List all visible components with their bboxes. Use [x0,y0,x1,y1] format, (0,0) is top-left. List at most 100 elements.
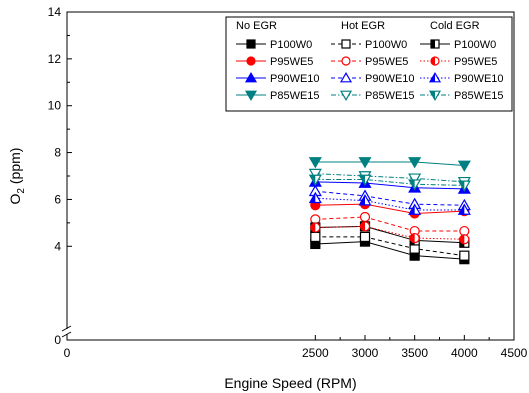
legend-marker-cold-egr-p90we10 [428,72,442,83]
marker-shape [244,72,258,83]
data-point-cold-egr-p85we15 [457,180,471,192]
x-axis-label: Engine Speed (RPM) [224,375,356,391]
legend-marker-hot-egr-p85we15 [339,90,353,101]
y-tick-label: 6 [54,192,61,206]
marker-shape [308,157,322,169]
y-axis-label-subscript: 2 [16,188,27,194]
data-point-hot-egr-p100w0 [459,250,470,261]
data-point-cold-egr-p85we15 [358,174,372,186]
legend-group-title: Hot EGR [341,20,385,32]
data-point-cold-egr-p85we15 [408,179,422,191]
legend-label-hot-egr-p90we10: P90WE10 [365,73,415,85]
x-tick-label: 3500 [401,346,428,360]
marker-shape [359,231,371,243]
legend-marker-no-egr-p85we15 [244,90,258,101]
marker-half-fill [409,179,415,190]
axis-break-gap [63,329,71,334]
legend-marker-cold-egr-p95we5 [430,56,440,66]
marker-shape [246,39,256,49]
legend-label-cold-egr-p95we5: P95WE5 [454,56,497,68]
y-tick-label: 4 [54,239,61,253]
marker-shape [359,211,371,223]
data-point-cold-egr-p90we10 [457,203,471,215]
y-axis-label: O2 (ppm) [7,148,27,205]
legend-label-no-egr-p100w0: P100W0 [270,39,312,51]
axis-break-mark [61,331,72,338]
legend-marker-hot-egr-p100w0 [341,39,351,49]
legend-label-hot-egr-p95we5: P95WE5 [365,56,408,68]
legend-marker-cold-egr-p100w0 [430,39,440,49]
marker-shape [246,56,256,66]
marker-half-fill [360,221,365,231]
marker-shape [408,173,422,185]
y-tick-label: 8 [54,146,61,160]
marker-shape [244,90,258,101]
marker-half-fill [459,234,465,244]
marker-half-fill [410,233,415,243]
marker-shape [310,231,321,243]
marker-shape [339,90,353,101]
axis-ticks: 0 2500 3000 3500 4000 4500 0 4 6 8 10 12 14 [48,5,528,360]
data-point-cold-egr-p95we5 [409,232,420,244]
series-line-hot-egr-p95we5 [315,216,465,232]
legend-label-cold-egr-p90we10: P90WE10 [454,73,504,85]
marker-half-fill [309,175,316,185]
series-line-no-egr-p85we15 [315,161,465,166]
marker-half-fill [309,192,316,203]
data-point-no-egr-p85we15 [408,157,422,169]
plot-lines [315,161,465,260]
x-tick-label: 2500 [302,346,329,360]
legend-marker-no-egr-p100w0 [246,39,256,49]
y-axis-label-main: O [7,193,23,204]
marker-shape [341,39,351,49]
series-line-cold-egr-p100w0 [315,225,465,244]
y-tick-label: 14 [48,5,62,19]
marker-shape [457,160,471,172]
series-line-hot-egr-p90we10 [315,190,465,206]
legend-label-cold-egr-p85we15: P85WE15 [454,90,504,102]
data-point-cold-egr-p85we15 [308,174,322,186]
legend-label-no-egr-p90we10: P90WE10 [270,73,320,85]
marker-half-fill [359,175,365,185]
data-point-cold-egr-p95we5 [359,221,371,232]
legend-box [225,16,513,112]
data-point-cold-egr-p95we5 [459,234,470,245]
marker-half-fill [431,40,435,48]
data-point-cold-egr-p95we5 [310,222,321,233]
marker-half-fill [359,195,365,205]
marker-shape [308,168,322,181]
marker-shape [339,72,353,83]
data-point-no-egr-p85we15 [358,157,372,169]
legend-group-title: Cold EGR [430,20,480,32]
data-point-no-egr-p85we15 [308,157,322,169]
legend-marker-no-egr-p90we10 [244,72,258,83]
legend-marker-cold-egr-p85we15 [428,90,442,101]
marker-shape [408,157,422,169]
data-point-cold-egr-p90we10 [358,194,372,206]
data-point-hot-egr-p100w0 [310,231,321,243]
x-tick-label: 0 [64,346,71,360]
legend-group-title: No EGR [236,20,277,32]
marker-half-fill [310,223,316,233]
data-point-hot-egr-p85we15 [408,173,422,185]
x-tick-label: 3000 [352,346,379,360]
series-line-hot-egr-p85we15 [315,173,465,183]
marker-shape [341,56,351,66]
legend-label-cold-egr-p100w0: P100W0 [454,39,496,51]
marker-half-fill [430,91,435,100]
legend-label-hot-egr-p85we15: P85WE15 [365,90,415,102]
marker-half-fill [458,204,465,215]
data-point-hot-egr-p85we15 [308,168,322,181]
y-tick-label: 12 [48,52,62,66]
legend-label-hot-egr-p100w0: P100W0 [365,39,407,51]
marker-shape [358,157,372,169]
x-tick-label: 4500 [501,346,528,360]
series-line-cold-egr-p90we10 [315,197,465,211]
y-tick-label: 0 [54,333,61,347]
series-line-cold-egr-p95we5 [315,225,465,240]
series-line-no-egr-p95we5 [315,203,465,214]
data-point-no-egr-p85we15 [457,160,471,172]
legend: No EGR Hot EGR Cold EGR P100W0 P95WE5 P90WE10… [225,16,513,112]
series-line-no-egr-p100w0 [315,241,465,260]
